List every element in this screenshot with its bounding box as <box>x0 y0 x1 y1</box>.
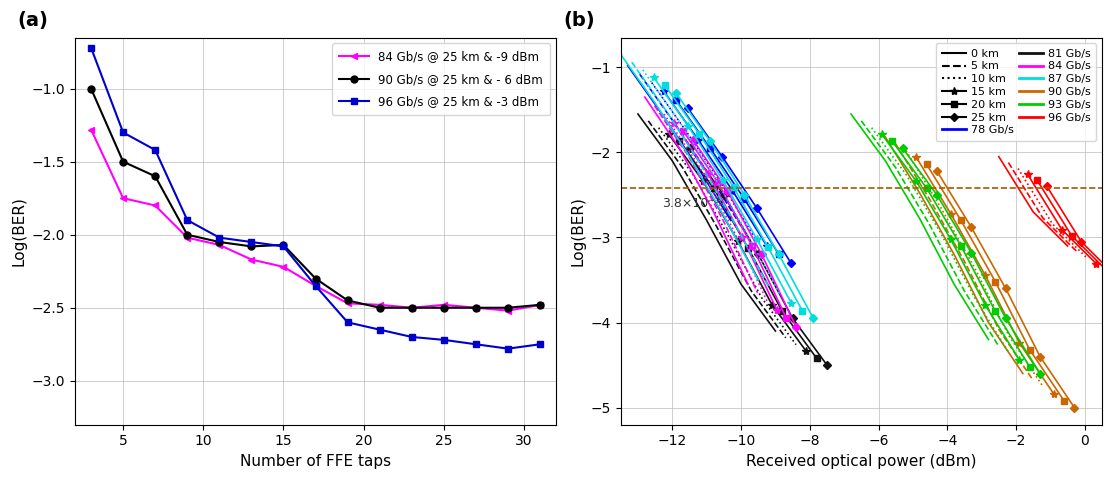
90 Gb/s @ 25 km & - 6 dBm <box>373 305 386 311</box>
96 Gb/s @ 25 km & -3 dBm <box>373 327 386 333</box>
96 Gb/s @ 25 km & -3 dBm <box>341 320 354 325</box>
90 Gb/s @ 25 km & - 6 dBm <box>148 173 161 179</box>
84 Gb/s @ 25 km & -9 dBm <box>501 308 514 313</box>
84 Gb/s @ 25 km & -9 dBm <box>213 242 226 248</box>
90 Gb/s @ 25 km & - 6 dBm <box>533 302 546 308</box>
X-axis label: Number of FFE taps: Number of FFE taps <box>240 454 391 469</box>
90 Gb/s @ 25 km & - 6 dBm <box>117 159 130 165</box>
Legend: 84 Gb/s @ 25 km & -9 dBm, 90 Gb/s @ 25 km & - 6 dBm, 96 Gb/s @ 25 km & -3 dBm: 84 Gb/s @ 25 km & -9 dBm, 90 Gb/s @ 25 k… <box>333 43 550 116</box>
84 Gb/s @ 25 km & -9 dBm <box>117 195 130 201</box>
90 Gb/s @ 25 km & - 6 dBm <box>309 276 323 281</box>
84 Gb/s @ 25 km & -9 dBm <box>373 302 386 308</box>
96 Gb/s @ 25 km & -3 dBm <box>501 346 514 351</box>
84 Gb/s @ 25 km & -9 dBm <box>470 305 483 311</box>
84 Gb/s @ 25 km & -9 dBm <box>437 302 451 308</box>
96 Gb/s @ 25 km & -3 dBm <box>245 239 258 245</box>
84 Gb/s @ 25 km & -9 dBm <box>148 203 161 208</box>
X-axis label: Received optical power (dBm): Received optical power (dBm) <box>746 454 976 469</box>
96 Gb/s @ 25 km & -3 dBm <box>533 341 546 347</box>
84 Gb/s @ 25 km & -9 dBm <box>309 283 323 288</box>
Y-axis label: Log(BER): Log(BER) <box>570 196 585 266</box>
96 Gb/s @ 25 km & -3 dBm <box>309 283 323 288</box>
84 Gb/s @ 25 km & -9 dBm <box>533 302 546 308</box>
96 Gb/s @ 25 km & -3 dBm <box>405 334 418 340</box>
96 Gb/s @ 25 km & -3 dBm <box>117 130 130 135</box>
96 Gb/s @ 25 km & -3 dBm <box>148 147 161 153</box>
90 Gb/s @ 25 km & - 6 dBm <box>180 232 194 238</box>
84 Gb/s @ 25 km & -9 dBm <box>341 300 354 306</box>
96 Gb/s @ 25 km & -3 dBm <box>437 337 451 343</box>
84 Gb/s @ 25 km & -9 dBm <box>85 127 98 132</box>
Line: 96 Gb/s @ 25 km & -3 dBm: 96 Gb/s @ 25 km & -3 dBm <box>88 44 543 352</box>
96 Gb/s @ 25 km & -3 dBm <box>277 243 290 249</box>
Y-axis label: Log(BER): Log(BER) <box>11 196 26 266</box>
84 Gb/s @ 25 km & -9 dBm <box>245 257 258 263</box>
90 Gb/s @ 25 km & - 6 dBm <box>213 239 226 245</box>
Text: (b): (b) <box>563 11 594 30</box>
Text: 3.8×10⁻³: 3.8×10⁻³ <box>662 197 720 210</box>
90 Gb/s @ 25 km & - 6 dBm <box>277 242 290 248</box>
84 Gb/s @ 25 km & -9 dBm <box>180 235 194 240</box>
96 Gb/s @ 25 km & -3 dBm <box>213 235 226 240</box>
90 Gb/s @ 25 km & - 6 dBm <box>85 86 98 92</box>
90 Gb/s @ 25 km & - 6 dBm <box>405 305 418 311</box>
90 Gb/s @ 25 km & - 6 dBm <box>245 243 258 249</box>
Line: 90 Gb/s @ 25 km & - 6 dBm: 90 Gb/s @ 25 km & - 6 dBm <box>88 85 543 311</box>
96 Gb/s @ 25 km & -3 dBm <box>180 217 194 223</box>
96 Gb/s @ 25 km & -3 dBm <box>470 341 483 347</box>
Legend: 0 km, 5 km, 10 km, 15 km, 20 km, 25 km, 78 Gb/s, 81 Gb/s, 84 Gb/s, 87 Gb/s, 90 G: 0 km, 5 km, 10 km, 15 km, 20 km, 25 km, … <box>936 43 1096 141</box>
84 Gb/s @ 25 km & -9 dBm <box>277 264 290 270</box>
90 Gb/s @ 25 km & - 6 dBm <box>341 298 354 303</box>
84 Gb/s @ 25 km & -9 dBm <box>405 305 418 311</box>
96 Gb/s @ 25 km & -3 dBm <box>85 45 98 50</box>
90 Gb/s @ 25 km & - 6 dBm <box>437 305 451 311</box>
Line: 84 Gb/s @ 25 km & -9 dBm: 84 Gb/s @ 25 km & -9 dBm <box>88 126 543 314</box>
90 Gb/s @ 25 km & - 6 dBm <box>501 305 514 311</box>
90 Gb/s @ 25 km & - 6 dBm <box>470 305 483 311</box>
Text: (a): (a) <box>18 11 48 30</box>
